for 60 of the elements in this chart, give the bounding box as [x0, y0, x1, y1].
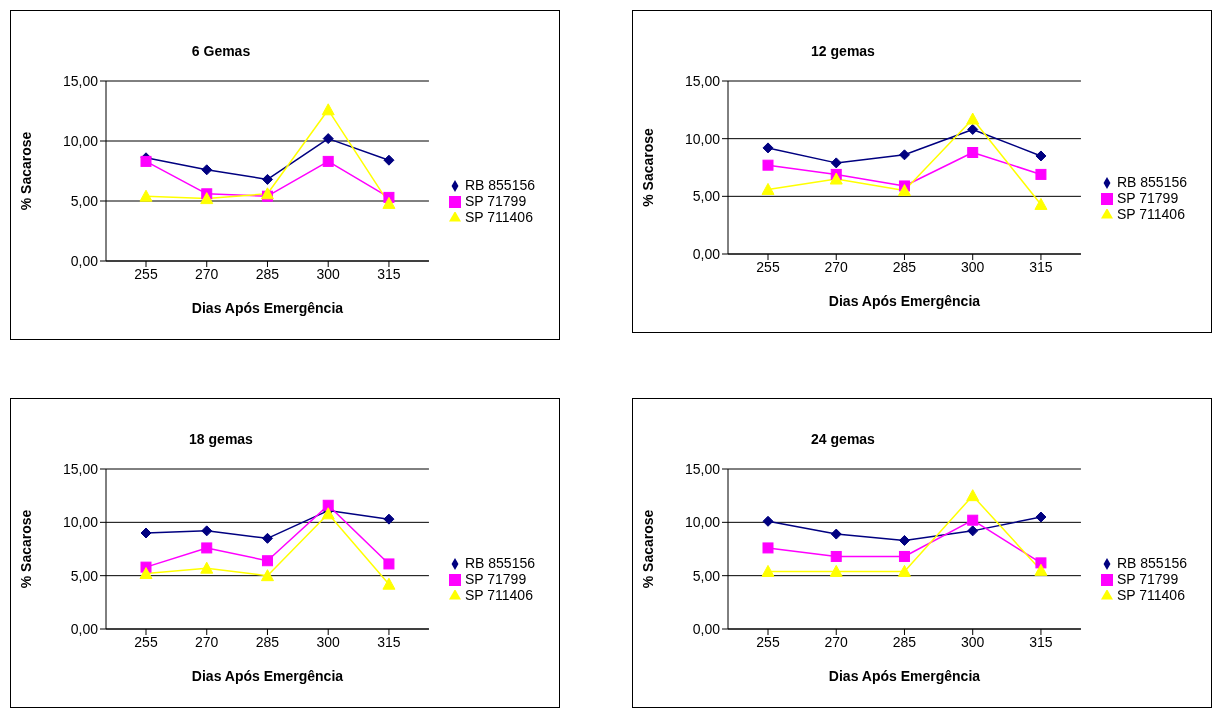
x-tick-label: 300	[961, 633, 985, 650]
x-tick-label: 270	[824, 633, 849, 650]
x-tick-label: 255	[756, 258, 780, 275]
x-tick-label: 300	[316, 633, 341, 650]
legend-label: RB 855156	[464, 177, 535, 193]
y-tick-label: 0,00	[692, 245, 721, 262]
y-tick-label: 5,00	[70, 192, 99, 209]
y-tick-label: 10,00	[62, 514, 99, 531]
y-axis-title: % Sacarose	[17, 131, 34, 211]
y-tick-label: 15,00	[62, 460, 99, 477]
y-tick-label: 15,00	[684, 72, 721, 89]
legend-label: RB 855156	[464, 555, 535, 571]
legend-label: RB 855156	[1116, 555, 1187, 571]
x-tick-label: 270	[195, 265, 219, 282]
x-tick-label: 255	[134, 265, 158, 282]
y-axis-title: % Sacarose	[639, 127, 656, 207]
y-tick-label: 0,00	[70, 252, 99, 269]
y-tick-label: 15,00	[684, 460, 721, 477]
legend-label: SP 711406	[464, 587, 533, 603]
x-tick-label: 300	[316, 265, 341, 282]
x-tick-label: 285	[255, 633, 280, 650]
chart-title: 24 gemas	[810, 431, 876, 447]
y-tick-label: 10,00	[684, 514, 721, 531]
x-tick-label: 255	[756, 633, 780, 650]
x-axis-title: Dias Após Emergência	[828, 668, 981, 684]
x-axis-title: Dias Após Emergência	[191, 668, 344, 684]
legend-label: SP 71799	[1116, 189, 1179, 206]
y-axis-title: % Sacarose	[17, 509, 34, 589]
x-tick-label: 285	[892, 258, 917, 275]
y-tick-label: 0,00	[70, 620, 99, 637]
x-tick-label: 285	[255, 265, 280, 282]
y-tick-label: 10,00	[684, 130, 721, 147]
legend-label: SP 711406	[464, 209, 533, 225]
x-axis-title: Dias Após Emergência	[828, 293, 981, 309]
legend-label: SP 71799	[464, 193, 527, 209]
x-tick-label: 285	[892, 633, 917, 650]
x-tick-label: 315	[377, 633, 401, 650]
x-tick-label: 315	[1029, 258, 1053, 275]
y-tick-label: 0,00	[692, 620, 721, 637]
legend-label: SP 71799	[464, 571, 527, 587]
legend-label: SP 71799	[1116, 571, 1179, 587]
x-tick-label: 315	[1029, 633, 1053, 650]
chart-title: 18 gemas	[188, 431, 254, 447]
x-axis-title: Dias Após Emergência	[191, 300, 344, 316]
x-tick-label: 315	[377, 265, 401, 282]
x-tick-label: 300	[961, 258, 985, 275]
legend-label: SP 711406	[1116, 205, 1185, 222]
x-tick-label: 270	[824, 258, 849, 275]
y-axis-title: % Sacarose	[639, 509, 656, 589]
chart-title: 12 gemas	[810, 43, 876, 59]
legend-label: RB 855156	[1116, 173, 1187, 190]
chart-title: 6 Gemas	[190, 43, 252, 59]
y-tick-label: 5,00	[70, 567, 99, 584]
y-tick-label: 15,00	[62, 72, 99, 89]
y-tick-label: 5,00	[692, 567, 721, 584]
y-tick-label: 10,00	[62, 132, 99, 149]
x-tick-label: 255	[134, 633, 158, 650]
legend-label: SP 711406	[1116, 587, 1185, 603]
x-tick-label: 270	[195, 633, 219, 650]
y-tick-label: 5,00	[692, 188, 721, 205]
